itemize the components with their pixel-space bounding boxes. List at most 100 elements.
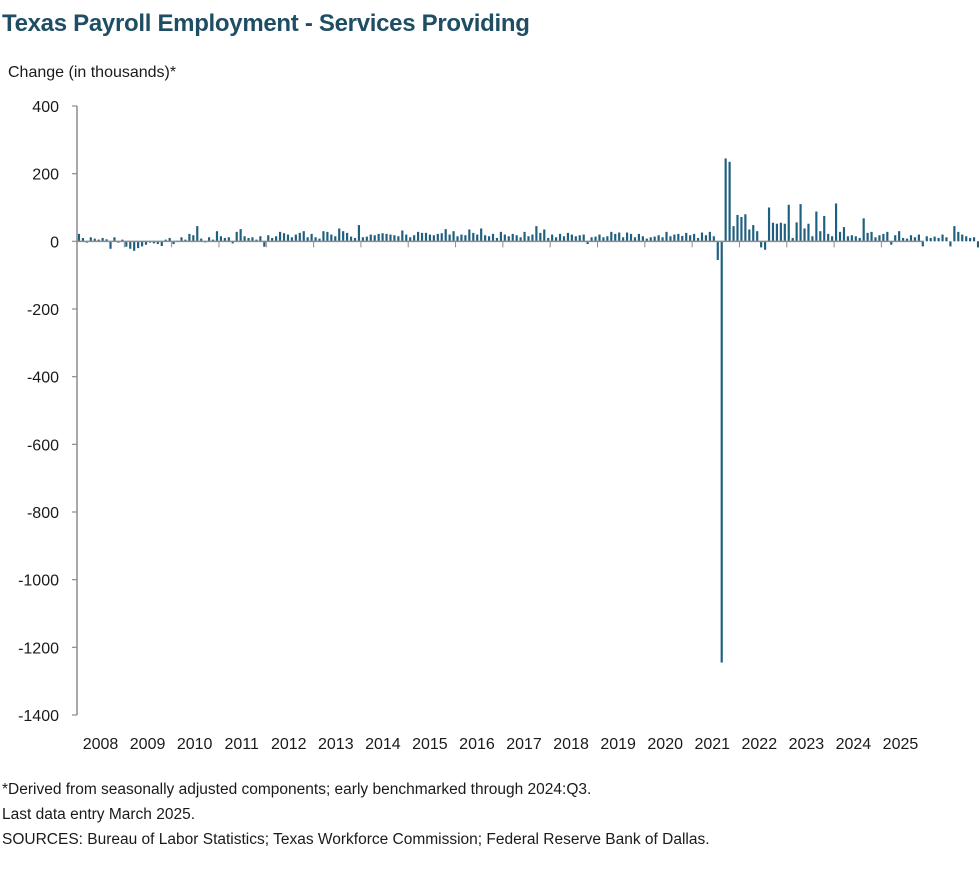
bar xyxy=(338,228,341,242)
bar xyxy=(424,232,428,242)
y-tick-label: -400 xyxy=(27,370,59,387)
bar xyxy=(649,237,652,242)
bar xyxy=(133,241,136,251)
bar xyxy=(551,234,554,242)
bars-layer xyxy=(77,158,979,663)
bar xyxy=(547,237,550,242)
bar xyxy=(137,241,140,249)
bar xyxy=(208,237,211,242)
bar xyxy=(767,207,771,242)
bar xyxy=(629,233,633,242)
y-tick-label: 200 xyxy=(32,167,59,184)
bar xyxy=(811,236,814,242)
bar xyxy=(590,237,593,242)
bar xyxy=(480,228,483,242)
bar xyxy=(152,241,155,244)
bar xyxy=(752,225,755,242)
bar xyxy=(365,236,368,242)
bar xyxy=(511,233,514,242)
x-tick-label: 2009 xyxy=(130,736,166,753)
bar xyxy=(413,235,416,242)
bar xyxy=(491,233,495,242)
bar xyxy=(298,232,301,242)
bar xyxy=(775,223,778,242)
bar xyxy=(267,235,270,242)
bar xyxy=(945,237,948,242)
bar xyxy=(89,237,92,242)
bar xyxy=(929,237,932,242)
bar xyxy=(168,237,171,242)
bar xyxy=(200,238,203,242)
bar xyxy=(503,234,506,242)
bar xyxy=(633,237,637,242)
bar xyxy=(192,235,195,242)
x-tick-label: 2019 xyxy=(600,736,636,753)
bar xyxy=(349,236,353,242)
bar xyxy=(582,234,585,242)
bar xyxy=(827,233,830,242)
bar xyxy=(594,236,597,242)
bar xyxy=(448,234,451,242)
bar xyxy=(831,236,834,242)
bar xyxy=(243,236,246,242)
bar xyxy=(736,214,739,242)
bar xyxy=(535,226,538,242)
x-tick-label: 2020 xyxy=(647,736,683,753)
bar xyxy=(144,241,148,245)
bar xyxy=(669,236,672,242)
bar xyxy=(969,237,972,242)
x-tick-label: 2015 xyxy=(412,736,448,753)
bar xyxy=(700,232,704,242)
bar xyxy=(101,237,104,242)
bar xyxy=(953,226,956,242)
bar xyxy=(405,234,408,242)
bar xyxy=(618,232,621,242)
bar xyxy=(369,234,372,242)
bar xyxy=(495,237,499,242)
bar xyxy=(574,236,577,242)
bar xyxy=(732,226,735,242)
bar xyxy=(140,241,144,247)
y-axis-label: Change (in thousands)* xyxy=(8,64,177,81)
bar xyxy=(215,231,219,242)
x-tick-label: 2008 xyxy=(83,736,119,753)
x-tick-label: 2023 xyxy=(789,736,825,753)
y-tick-label: -200 xyxy=(27,302,59,319)
bar xyxy=(815,211,818,242)
bar xyxy=(255,239,258,242)
bar xyxy=(894,235,897,242)
bar xyxy=(665,231,668,242)
bar xyxy=(622,237,625,242)
bar xyxy=(247,237,250,242)
bar xyxy=(681,235,684,242)
bar xyxy=(77,233,81,242)
bar xyxy=(712,236,715,242)
bar xyxy=(290,237,293,242)
bar xyxy=(432,235,435,242)
x-tick-label: 2017 xyxy=(506,736,542,753)
bar xyxy=(716,241,719,260)
axes-layer xyxy=(72,105,924,716)
bar xyxy=(882,233,885,242)
bar xyxy=(578,235,581,242)
bar xyxy=(361,237,364,242)
bar xyxy=(771,222,775,242)
x-tick-label: 2011 xyxy=(224,736,259,753)
bar xyxy=(902,237,905,242)
chart-title: Texas Payroll Employment - Services Prov… xyxy=(2,10,530,37)
bar xyxy=(373,235,376,242)
bar xyxy=(744,214,747,242)
bar xyxy=(444,229,447,242)
bar xyxy=(890,241,893,245)
bar xyxy=(231,241,234,244)
bar xyxy=(196,226,199,242)
bar xyxy=(558,233,562,242)
bar xyxy=(294,234,297,242)
bar xyxy=(523,231,526,242)
bar xyxy=(708,231,711,242)
y-tick-label: 0 xyxy=(50,234,59,251)
bar xyxy=(866,232,869,242)
bar xyxy=(519,237,522,242)
bar xyxy=(870,231,873,242)
